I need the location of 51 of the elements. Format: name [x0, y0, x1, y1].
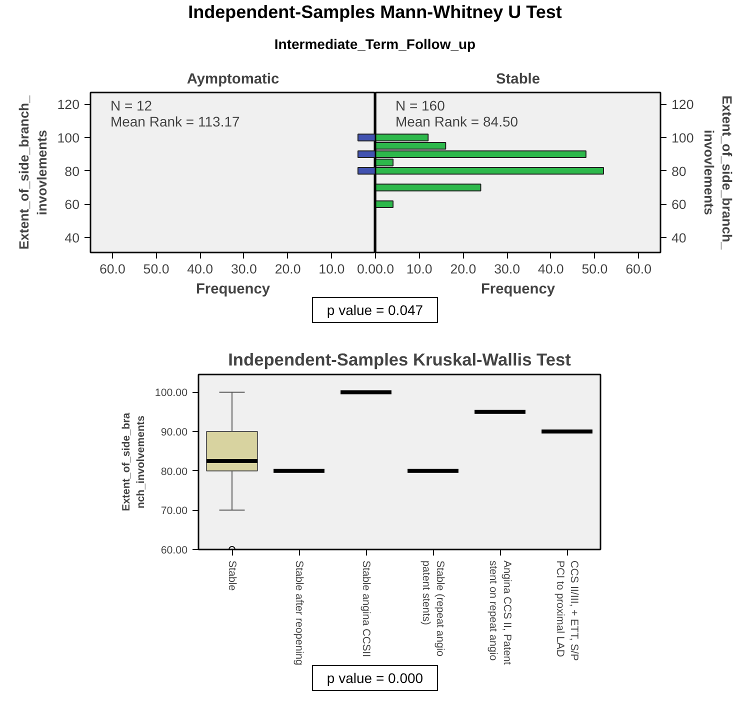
x-tick-label: 0.0	[376, 262, 394, 276]
y-tick-label: 120	[672, 97, 694, 112]
chart-subtitle: Intermediate_Term_Follow_up	[273, 35, 477, 54]
annotation: N = 160	[395, 97, 446, 114]
x-axis-title: Frequency	[480, 282, 556, 298]
x-tick-label: 20.0	[450, 262, 476, 276]
text: p value = 0.000	[312, 665, 438, 691]
annotation: N = 12	[110, 97, 152, 114]
y-tick-label: 80	[672, 164, 686, 179]
x-tick-label: 10.0	[406, 262, 432, 276]
x-tick-label: 20.0	[274, 262, 301, 276]
x-tick-label: 60.0	[99, 262, 126, 276]
x-tick-label: 30.0	[230, 262, 257, 276]
x-axis-title: Frequency	[196, 282, 271, 298]
y-tick-label: 60	[672, 197, 686, 212]
bar	[376, 184, 482, 192]
x-tick-label: Stable	[226, 560, 238, 591]
text: p value = 0.047	[312, 297, 438, 323]
chart-title: Independent-Samples Mann-Whitney U Test	[187, 1, 563, 24]
x-tick-label: Stable angina CCSII	[360, 560, 372, 658]
y-axis-title: Extent_of_side_branch_ invovlements	[702, 95, 735, 250]
y-tick-label: 100.00	[154, 387, 188, 400]
text: Aymptomatic	[186, 72, 280, 88]
x-tick-label: 50.0	[582, 262, 608, 276]
x-tick-label: 30.0	[494, 262, 520, 276]
chart-title: Independent-Samples Kruskal-Wallis Test	[228, 350, 572, 370]
y-tick-label: 90.00	[160, 426, 188, 439]
x-tick-label: 50.0	[143, 262, 170, 276]
y-tick-label: 100	[672, 130, 694, 146]
y-tick-label: 40	[672, 230, 686, 246]
x-tick-label: Stable after reopening	[293, 560, 305, 666]
y-tick-label: 80.00	[160, 466, 188, 478]
y-tick-label: 40	[64, 230, 80, 246]
y-tick-label: 70.00	[160, 505, 188, 518]
y-tick-label: 100	[57, 130, 80, 146]
x-tick-label: 0.0	[356, 262, 376, 276]
x-tick-label: 10.0	[318, 262, 345, 276]
y-axis-title: Extent_of_side_branch_ invovlements	[16, 94, 50, 250]
x-tick-label: Stable (repeat angio patent stents)	[420, 560, 446, 657]
y-tick-label: 60.00	[160, 544, 188, 556]
x-tick-label: 40.0	[187, 262, 214, 276]
y-tick-label: 80	[64, 164, 80, 179]
bar	[376, 200, 394, 208]
y-tick-label: 60	[64, 197, 80, 212]
annotation: Mean Rank = 84.50	[395, 113, 518, 130]
x-tick-label: 60.0	[626, 262, 652, 276]
text: Stable	[496, 72, 540, 88]
y-axis-title: Extent_of_side_branch_involvements	[120, 412, 147, 512]
x-tick-label: 40.0	[538, 262, 564, 276]
annotation: Mean Rank = 113.17	[110, 113, 240, 130]
y-tick-label: 120	[57, 97, 80, 112]
